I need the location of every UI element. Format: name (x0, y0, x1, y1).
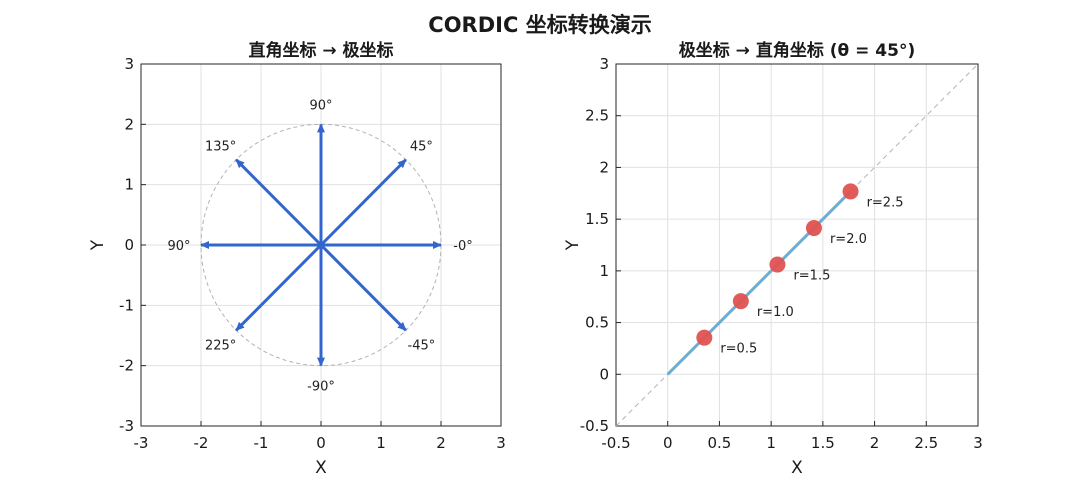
c2-ytick-label: 3 (599, 55, 609, 73)
c1-xtick-label: -2 (194, 434, 209, 452)
c2-xtick-label: 0 (663, 434, 673, 452)
data-point (732, 293, 749, 310)
c2-xtick-label: 3 (973, 434, 983, 452)
c2-ytick-label: 0 (599, 365, 609, 383)
c1-xtick-label: -1 (254, 434, 269, 452)
c2-xtick-label: 1.5 (811, 434, 835, 452)
c2-ylabel: Y (563, 239, 583, 251)
vector-label: 135° (205, 140, 236, 155)
vector-arrow (235, 243, 323, 332)
c2-ytick-label: 1.5 (585, 210, 609, 228)
c2-xtick-label: 0.5 (707, 434, 731, 452)
c2-xtick-label: 2.5 (914, 434, 938, 452)
point-label: r=2.5 (867, 195, 904, 210)
c1-xtick-label: 1 (376, 434, 386, 452)
vector-arrow (319, 158, 407, 247)
c1-ytick-label: 2 (124, 115, 134, 133)
c1-ytick-label: -3 (119, 417, 134, 435)
c2-title: 极坐标 → 直角坐标 (θ = 45°) (679, 40, 915, 61)
c1-xtick-label: 3 (496, 434, 506, 452)
data-point (805, 220, 822, 237)
vector-arrow (319, 243, 407, 332)
c2-xtick-label: 1 (766, 434, 776, 452)
vector-label: 45° (410, 140, 433, 155)
data-point (842, 183, 859, 200)
point-label: r=0.5 (720, 342, 757, 357)
c1-ylabel: Y (88, 239, 108, 251)
c1-ytick-label: 1 (124, 176, 134, 194)
vector-label: -90° (307, 380, 335, 395)
chart-rect-to-polar: -3 -2 -1 0 1 2 3 -3 -2 -1 0 1 2 3 X Y 直角坐标 → 极坐标 -0° 45° 90… (88, 40, 506, 478)
c1-xtick-label: 2 (436, 434, 446, 452)
point-label: r=1.0 (757, 305, 794, 320)
c2-ytick-label: 0.5 (585, 314, 609, 332)
c2-ytick-label: 2.5 (585, 107, 609, 125)
c2-xlabel: X (791, 458, 803, 478)
vector-label: 90° (309, 98, 332, 113)
c2-axes-box (615, 63, 979, 427)
c1-xtick-label: 0 (316, 434, 326, 452)
vector-label: -45° (408, 338, 436, 353)
data-line (666, 190, 852, 376)
c2-ytick-label: 1 (599, 262, 609, 280)
c1-title: 直角坐标 → 极坐标 (248, 40, 393, 61)
c1-ytick-label: -1 (119, 296, 134, 314)
vector-label: 90° (167, 239, 190, 254)
point-label: r=1.5 (793, 269, 830, 284)
c2-xtick-label: -0.5 (601, 434, 630, 452)
vector-label: -0° (453, 239, 472, 254)
data-point (769, 256, 786, 273)
c1-ytick-label: 0 (124, 236, 134, 254)
point-label: r=2.0 (830, 232, 867, 247)
vector-label: 225° (205, 338, 236, 353)
c1-xtick-label: -3 (134, 434, 149, 452)
figure-title: CORDIC 坐标转换演示 (428, 13, 651, 37)
c2-ytick-label: -0.5 (580, 417, 609, 435)
c1-ytick-label: -2 (119, 357, 134, 375)
c1-ytick-label: 3 (124, 55, 134, 73)
vector-arrow (235, 158, 323, 247)
data-point (696, 329, 713, 346)
chart-polar-to-rect: -0.5 0 0.5 1 1.5 2 2.5 3 -0.5 0 0.5 1 1.5 2 2.5 3 X Y 极坐标 … (563, 40, 983, 478)
c2-ytick-label: 2 (599, 158, 609, 176)
c1-xlabel: X (315, 458, 327, 478)
c2-xtick-label: 2 (870, 434, 880, 452)
